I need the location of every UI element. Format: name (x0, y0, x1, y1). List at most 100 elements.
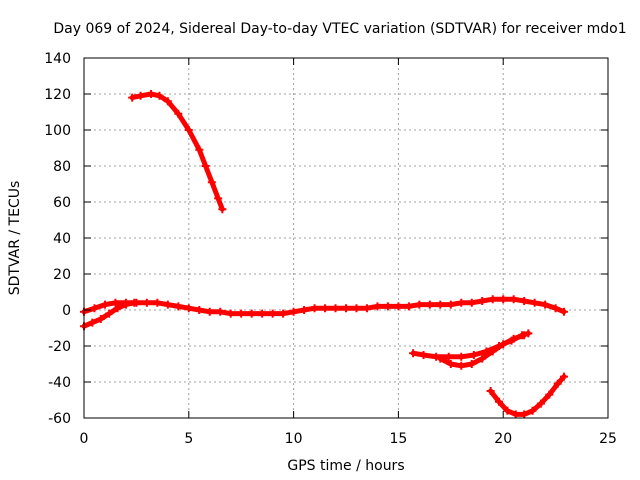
data-point (419, 351, 428, 359)
data-point (184, 304, 193, 313)
grid-lines (84, 58, 608, 418)
data-point (444, 352, 453, 361)
data-point (415, 300, 424, 309)
data-series (80, 90, 568, 419)
axis-ticks: 0 5 10 15 20 25 -60 -40 -20 0 20 40 60 80 100 120 140 (44, 51, 617, 447)
data-point (153, 298, 162, 307)
data-point (446, 360, 455, 368)
data-point (488, 347, 497, 356)
x-tick-label: 5 (184, 431, 193, 447)
series-arc-late-low (409, 329, 533, 361)
data-point (509, 334, 518, 343)
y-tick-label: 80 (53, 159, 71, 175)
y-tick-label: 0 (62, 303, 71, 319)
data-point (409, 349, 418, 358)
data-point (469, 351, 478, 359)
data-point (310, 304, 319, 313)
data-point (520, 297, 529, 305)
y-tick-label: 120 (44, 87, 71, 103)
series-line (488, 374, 567, 417)
y-tick-label: -40 (48, 375, 71, 391)
data-point (478, 354, 487, 363)
data-point (195, 306, 204, 314)
data-point (511, 410, 520, 419)
data-point (446, 300, 455, 309)
y-tick-label: 20 (53, 267, 71, 283)
data-point (383, 302, 392, 311)
data-point (195, 145, 204, 154)
y-tick-label: -60 (48, 411, 71, 427)
y-tick-label: 140 (44, 51, 71, 67)
y-tick-label: 40 (53, 231, 71, 247)
data-point (342, 304, 350, 313)
series-line (129, 91, 225, 212)
data-point (488, 295, 497, 304)
data-point (207, 178, 216, 187)
data-point (163, 97, 172, 106)
data-point (88, 318, 97, 327)
data-point (394, 302, 403, 311)
data-point (559, 372, 568, 381)
data-point (100, 300, 109, 309)
x-tick-label: 20 (494, 431, 512, 447)
data-point (279, 309, 288, 318)
data-point (520, 410, 529, 419)
data-point (121, 300, 130, 309)
data-point (436, 300, 445, 309)
x-tick-label: 25 (599, 431, 617, 447)
data-point (486, 387, 495, 395)
data-point (205, 307, 214, 316)
data-point (147, 90, 156, 98)
data-point (226, 309, 235, 318)
x-tick-label: 15 (389, 431, 407, 447)
data-point (214, 194, 223, 203)
data-point (321, 304, 330, 313)
data-point (457, 352, 466, 361)
data-point (425, 300, 434, 309)
data-point (495, 397, 504, 406)
data-point (520, 331, 529, 340)
y-tick-label: 100 (44, 123, 71, 139)
data-point (362, 304, 371, 313)
data-point (218, 205, 227, 214)
data-point (258, 309, 267, 318)
data-point (404, 302, 413, 311)
data-point (467, 360, 476, 368)
data-point (467, 298, 476, 307)
data-point (201, 162, 210, 170)
series-arc-late-dip (436, 331, 529, 370)
x-tick-label: 0 (80, 431, 89, 447)
series-arc-late-trough (486, 372, 568, 419)
x-tick-label: 10 (285, 431, 303, 447)
data-point (300, 306, 309, 314)
data-point (536, 399, 545, 408)
y-tick-label: -20 (48, 339, 71, 355)
series-arc-high-decline (128, 90, 227, 214)
series-arc-near-zero (80, 295, 568, 318)
data-point (136, 91, 145, 100)
data-point (545, 390, 554, 399)
data-point (163, 300, 172, 309)
data-point (174, 109, 183, 118)
y-tick-label: 60 (53, 195, 71, 211)
data-point (553, 379, 562, 388)
data-point (373, 302, 382, 311)
data-point (155, 91, 164, 100)
data-point (174, 302, 183, 311)
data-point (96, 315, 105, 323)
data-point (111, 298, 120, 307)
y-axis-label: SDTVAR / TECUs (7, 181, 23, 296)
data-point (436, 354, 445, 363)
data-point (530, 298, 539, 307)
data-point (331, 304, 340, 313)
data-point (559, 307, 568, 316)
data-point (105, 309, 114, 318)
data-point (130, 298, 139, 307)
data-point (541, 300, 550, 309)
data-point (128, 93, 137, 102)
data-point (216, 307, 225, 316)
data-point (509, 295, 518, 304)
data-point (528, 406, 537, 415)
data-point (503, 406, 512, 415)
data-point (268, 309, 277, 318)
